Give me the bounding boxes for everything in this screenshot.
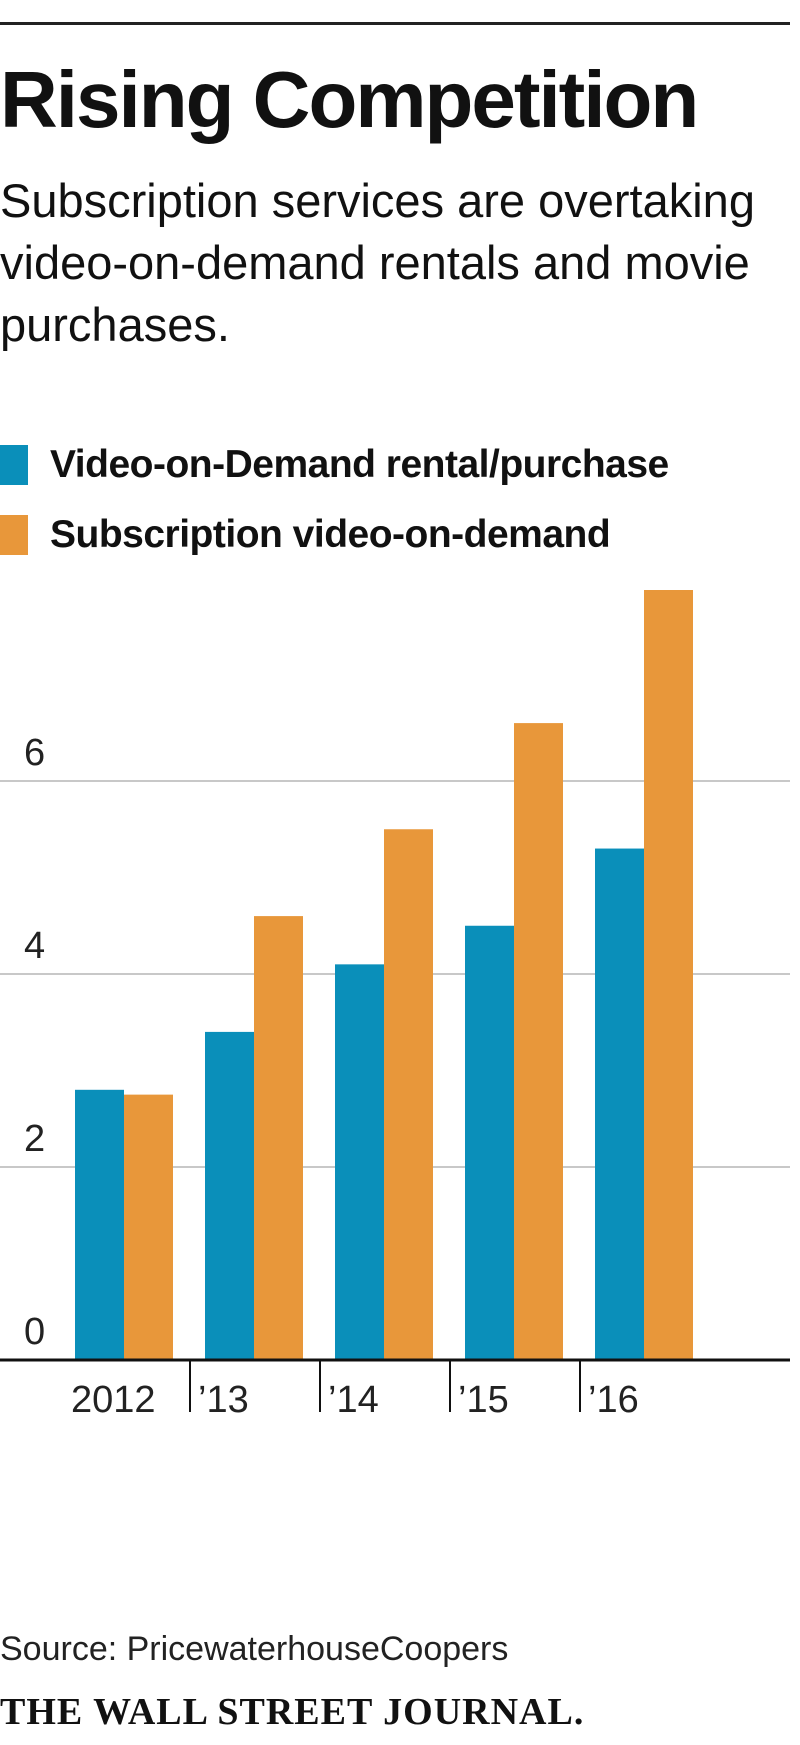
bar-svod-3	[514, 723, 563, 1360]
bar-vod-2	[335, 964, 384, 1360]
bar-svod-0	[124, 1094, 173, 1360]
chart-title: Rising Competition	[0, 55, 699, 144]
bar-svod-1	[254, 916, 303, 1360]
bar-svod-2	[384, 829, 433, 1360]
top-rule	[0, 22, 790, 25]
x-tick-label-4: ’16	[588, 1379, 639, 1421]
legend-item-vod: Video-on-Demand rental/purchase	[0, 430, 669, 500]
legend-swatch-vod	[0, 445, 28, 485]
x-tick-label-0: 2012	[71, 1379, 156, 1421]
legend-item-svod: Subscription video-on-demand	[0, 500, 669, 570]
legend-label-svod: Subscription video-on-demand	[50, 513, 611, 556]
legend-swatch-svod	[0, 515, 28, 555]
bar-vod-0	[75, 1089, 124, 1360]
x-tick-label-1: ’13	[198, 1379, 249, 1421]
legend: Video-on-Demand rental/purchase Subscrip…	[0, 430, 669, 570]
y-tick-label-6: 6	[24, 732, 45, 774]
y-tick-label-0: 0	[24, 1311, 45, 1353]
legend-label-vod: Video-on-Demand rental/purchase	[50, 443, 669, 486]
publisher-brand: THE WALL STREET JOURNAL.	[0, 1691, 585, 1733]
x-tick-label-3: ’15	[458, 1379, 509, 1421]
source-note: Source: PricewaterhouseCoopers	[0, 1630, 509, 1668]
bar-vod-1	[205, 1031, 254, 1360]
y-tick-label-4: 4	[24, 925, 45, 967]
x-tick-label-2: ’14	[328, 1379, 379, 1421]
bar-vod-4	[595, 848, 644, 1360]
bar-vod-3	[465, 925, 514, 1360]
y-tick-label-2: 2	[24, 1118, 45, 1160]
bar-svod-4	[644, 590, 693, 1360]
chart-subtitle: Subscription services are overtaking vid…	[0, 174, 755, 351]
